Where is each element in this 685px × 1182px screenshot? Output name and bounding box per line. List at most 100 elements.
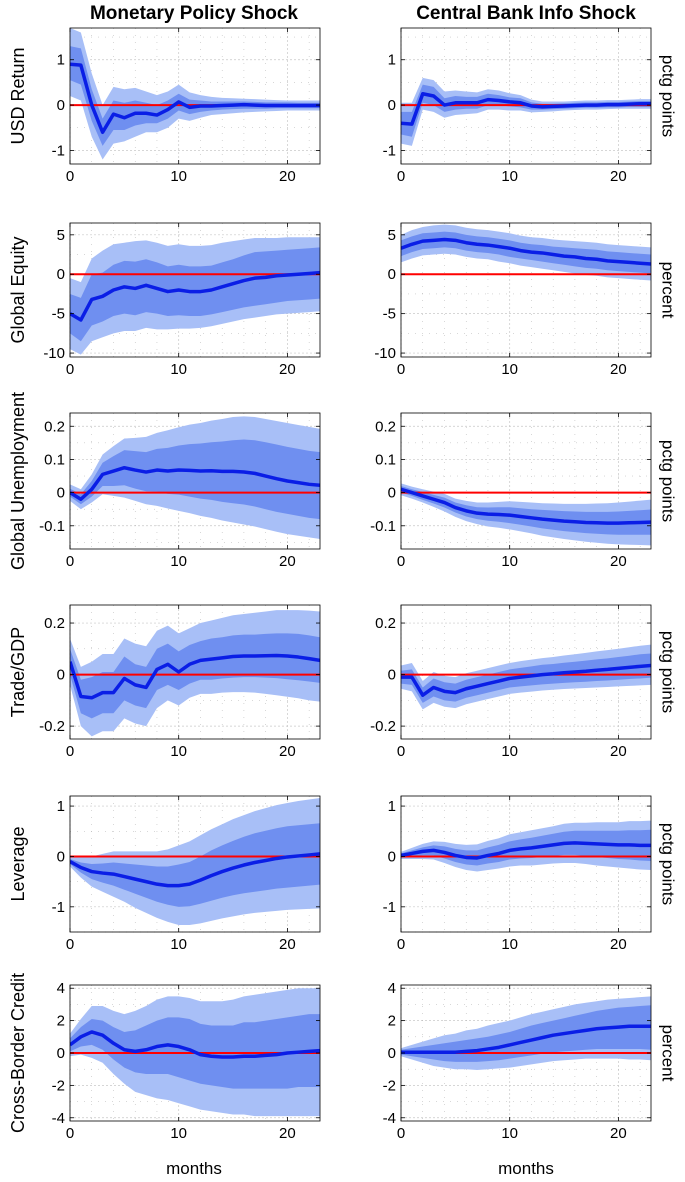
plot-content: [401, 644, 651, 710]
x-tick-label: 20: [279, 1125, 296, 1142]
y-tick-label: 0: [388, 485, 396, 502]
x-tick-label: 10: [501, 168, 518, 185]
median-response-line: [401, 237, 651, 266]
x-tick-label: 10: [501, 553, 518, 570]
y-tick-label: 0: [57, 97, 65, 114]
x-tick-label: 0: [66, 743, 74, 760]
unit-label: pctg points: [659, 631, 678, 713]
y-tick-label: -4: [52, 1110, 65, 1127]
x-tick-label: 0: [397, 361, 405, 378]
panel-global-equity-monetary-policy: 0 10 20 -10 -5 0 5 Global Equity: [8, 222, 321, 378]
x-tick-label: 0: [66, 936, 74, 953]
panel-global-unemployment-monetary-policy: 0 10 20 -0.1 0 0.1 0.2 Global Unemployment: [8, 392, 321, 570]
tick-marks: [400, 605, 651, 739]
plot-content: [70, 610, 320, 737]
y-tick-label: -10: [374, 345, 396, 362]
x-tick-label: 10: [501, 1125, 518, 1142]
x-tick-label: 0: [397, 1125, 405, 1142]
plot-content: [401, 483, 651, 546]
x-tick-label: 0: [397, 553, 405, 570]
panel-global-unemployment-cb-info: 0 10 20 -0.1 0 0.1 0.2 pctg points: [370, 412, 678, 570]
median-response-line: [401, 841, 651, 860]
column-title-cb-info: Central Bank Info Shock: [416, 3, 636, 24]
x-tick-label: 20: [610, 936, 627, 953]
y-tick-label: -0.1: [39, 518, 65, 535]
y-tick-label: 1: [57, 798, 65, 815]
confidence-band-outer: [401, 77, 651, 146]
tick-marks: [69, 28, 320, 164]
y-tick-label: 0.2: [44, 615, 65, 632]
plot-content: [401, 820, 651, 872]
y-tick-label: 2: [388, 1013, 396, 1030]
panel-global-equity-cb-info: 0 10 20 -10 -5 0 5 percent: [374, 222, 678, 378]
x-tick-label: 20: [610, 743, 627, 760]
confidence-band-inner: [70, 46, 320, 146]
x-tick-label: 10: [501, 361, 518, 378]
y-tick-label: -2: [383, 1077, 396, 1094]
confidence-band-inner: [70, 247, 320, 342]
x-tick-label: 0: [66, 553, 74, 570]
x-tick-label: 0: [66, 168, 74, 185]
panel-leverage-monetary-policy: 0 10 20 -1 0 1 Leverage: [8, 795, 321, 953]
unit-label: percent: [659, 262, 678, 319]
x-tick-label: 20: [279, 361, 296, 378]
tick-marks: [400, 985, 651, 1121]
column-title-monetary-policy: Monetary Policy Shock: [90, 3, 298, 24]
x-tick-label: 10: [170, 168, 187, 185]
median-response-line: [70, 270, 320, 322]
x-tick-label: 20: [279, 553, 296, 570]
median-response-line: [401, 487, 651, 525]
x-tick-label: 0: [397, 936, 405, 953]
y-tick-label: 0: [57, 848, 65, 865]
y-tick-label: -1: [383, 142, 396, 159]
y-tick-label: 0.2: [375, 418, 396, 435]
unit-label: pctg points: [659, 55, 678, 137]
y-axis-label: USD Return: [8, 47, 28, 144]
median-response-line: [70, 653, 320, 700]
y-axis-label: Cross-Border Credit: [8, 973, 28, 1133]
tick-marks: [400, 413, 651, 549]
panel-cross-border-credit-monetary-policy: 0 10 20 -4 -2 0 2 4 Cross-Border Credit: [8, 973, 321, 1142]
x-tick-label: 20: [610, 1125, 627, 1142]
y-tick-label: 5: [57, 227, 65, 244]
plot-content: [401, 77, 651, 146]
confidence-band-inner: [70, 823, 320, 907]
axes-frame: [69, 795, 321, 933]
axes-frame: [69, 27, 321, 165]
x-tick-label: 10: [170, 1125, 187, 1142]
median-response-line: [401, 1024, 651, 1054]
plot-content: [70, 28, 320, 160]
unit-label: pctg points: [659, 440, 678, 522]
panel-usd-return-cb-info: 0 10 20-101 pctg points: [383, 27, 678, 185]
plot-content: [401, 996, 651, 1070]
x-tick-label: 10: [170, 743, 187, 760]
x-axis-label-left: months: [166, 1159, 222, 1178]
y-axis-label: Global Equity: [8, 236, 28, 343]
y-tick-label: 4: [388, 980, 396, 997]
x-tick-label: 0: [397, 743, 405, 760]
y-tick-label: -4: [383, 1110, 396, 1127]
x-axis-label-right: months: [498, 1159, 554, 1178]
x-tick-label: 10: [501, 743, 518, 760]
y-tick-label: 0.1: [44, 451, 65, 468]
tick-marks: [69, 223, 320, 357]
axes-frame: [69, 222, 321, 358]
axes-frame: [400, 795, 652, 933]
y-tick-label: 0: [388, 667, 396, 684]
x-tick-label: 20: [610, 553, 627, 570]
tick-marks: [69, 985, 320, 1121]
x-tick-label: 20: [610, 168, 627, 185]
axes-frame: [69, 412, 321, 550]
x-tick-label: 20: [279, 936, 296, 953]
y-axis-label: Trade/GDP: [8, 627, 28, 717]
y-tick-label: 1: [388, 798, 396, 815]
panel-leverage-cb-info: 0 10 20 -1 0 1 pctg points: [383, 795, 678, 953]
y-tick-label: -5: [52, 306, 65, 323]
y-tick-label: 0.1: [375, 451, 396, 468]
tick-marks: [400, 796, 651, 932]
y-axis-label: Leverage: [8, 826, 28, 901]
plot-content: [70, 798, 320, 925]
